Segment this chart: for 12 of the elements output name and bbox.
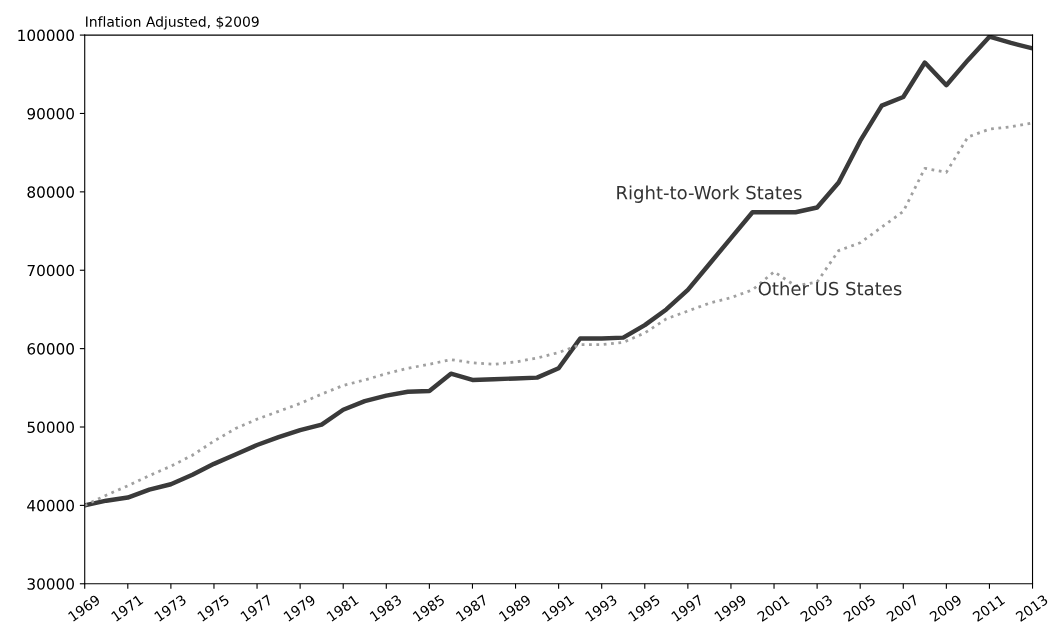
y-tick-label: 100000 bbox=[18, 29, 74, 42]
y-axis-title: Inflation Adjusted, $2009 bbox=[86, 16, 259, 30]
series-label: Right-to-Work States bbox=[617, 185, 802, 203]
y-tick-label: 30000 bbox=[27, 578, 74, 590]
line-series bbox=[84, 121, 1033, 507]
y-tick-label: 80000 bbox=[27, 186, 74, 198]
y-tick-label: 50000 bbox=[27, 421, 74, 434]
y-tick-label: 70000 bbox=[27, 264, 74, 277]
y-tick-label: 90000 bbox=[27, 107, 74, 120]
y-tick-label: 40000 bbox=[27, 499, 74, 512]
series-label: Other US States bbox=[758, 281, 902, 296]
y-tick-label: 60000 bbox=[27, 343, 74, 355]
